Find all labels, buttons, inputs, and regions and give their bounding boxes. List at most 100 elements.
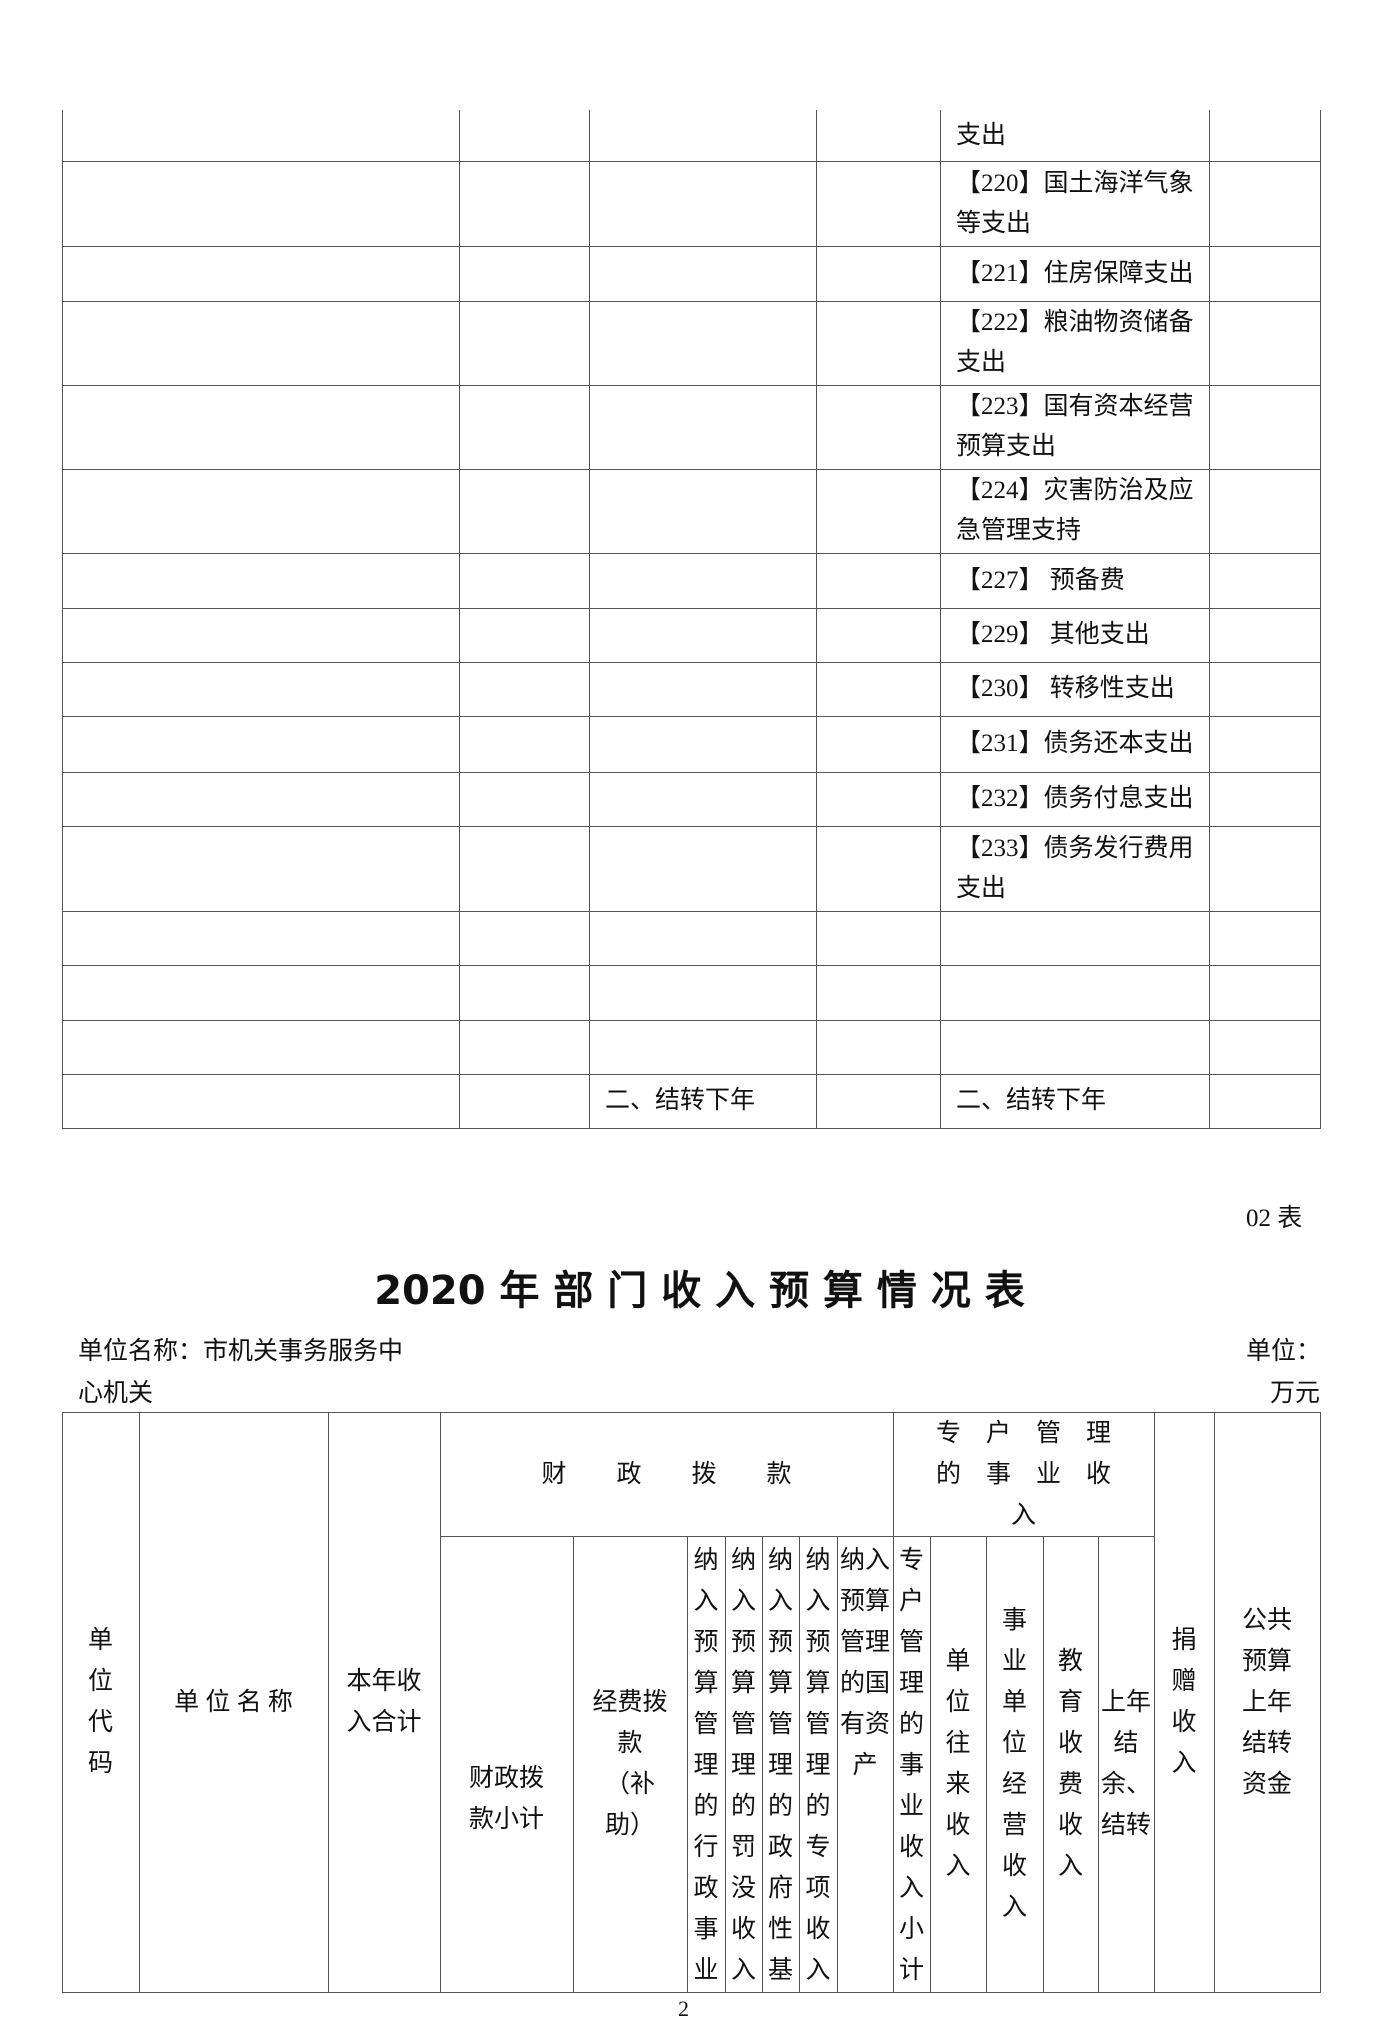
table-gridline (440, 1412, 441, 1992)
expenditure-category-cell: 【233】债务发行费用 支出 (956, 834, 1194, 902)
table-cell (589, 301, 816, 385)
table-gridline (62, 1412, 63, 1992)
header-subcolumn: 纳入预算管理的国有资产 (840, 1547, 891, 1779)
table-gridline (930, 1536, 931, 1992)
expenditure-category-cell: 【230】 转移性支出 (956, 675, 1175, 702)
header-fiscal-appropriation: 财 政 拨 款 (541, 1460, 792, 1488)
table-cell (589, 385, 816, 469)
table-gridline (62, 965, 1321, 966)
header-unit-code: 单 位 代 码 (87, 1627, 113, 1777)
unit-name-label: 单位名称：市机关事务服务中 (78, 1338, 404, 1365)
header-total-income: 本年收 入合计 (346, 1668, 422, 1736)
expenditure-category-cell: 【229】 其他支出 (956, 621, 1150, 648)
table-gridline (62, 110, 63, 1128)
expenditure-category-cell (940, 1020, 1209, 1074)
table-gridline (940, 110, 941, 1128)
table-cell (589, 772, 816, 826)
table-gridline (62, 1128, 1321, 1129)
expenditure-category-cell: 【222】粮油物资储备 支出 (956, 309, 1194, 376)
page-title: 2020 年 部 门 收 入 预 算 情 况 表 (374, 1268, 1025, 1314)
header-subcolumn: 事业单位经营收入 (1001, 1607, 1027, 1921)
table-gridline (62, 161, 1321, 162)
table-gridline (139, 1412, 140, 1992)
header-subcolumn: 纳入预算管理的政府性基 (767, 1547, 793, 1984)
table-gridline (62, 246, 1321, 247)
header-unit-name: 单 位 名 称 (174, 1688, 293, 1716)
header-subcolumn: 单位往来收入 (945, 1648, 971, 1880)
table-cell (589, 246, 816, 301)
expenditure-category-cell: 【232】债务付息支出 (956, 785, 1194, 812)
table-gridline (62, 1020, 1321, 1021)
table-cell (589, 608, 816, 662)
table-gridline (1320, 110, 1321, 1128)
table-cell (589, 553, 816, 608)
header-subcolumn: 纳入预算管理的罚没收入 (730, 1547, 756, 1984)
table-gridline (62, 469, 1321, 470)
table-gridline (799, 1536, 800, 1992)
table-gridline (589, 110, 590, 1128)
header-fiscal-subtotal: 财政拨 款小计 (468, 1765, 544, 1833)
table-gridline (62, 553, 1321, 554)
table-gridline (1209, 110, 1210, 1128)
table-gridline (440, 1536, 1155, 1537)
table-cell (589, 965, 816, 1020)
table-gridline (62, 608, 1321, 609)
table-cell: 二、结转下年 (605, 1087, 756, 1114)
table-gridline (62, 911, 1321, 912)
page-number: 2 (678, 1996, 689, 2021)
header-subcolumn: 纳入预算管理的行政事业 (693, 1547, 719, 1984)
header-subcolumn: 专户管理的事业收入小计 (898, 1547, 924, 1984)
unit-value: 万元 (1270, 1380, 1321, 1407)
table-gridline (62, 385, 1321, 386)
table-cell (589, 469, 816, 553)
table-cell (589, 826, 816, 911)
table-gridline (1214, 1412, 1215, 1992)
table-gridline (62, 662, 1321, 663)
expenditure-category-cell: 【221】住房保障支出 (956, 259, 1194, 287)
header-subcolumn: 上年结余、结转 (1101, 1689, 1152, 1839)
table-cell (589, 161, 816, 246)
table-gridline (62, 826, 1321, 827)
header-special-account-income: 专 户 管 理 的 事 业 收 入 (935, 1419, 1111, 1529)
expenditure-category-cell (940, 965, 1209, 1020)
table-number: 02 表 (1246, 1205, 1303, 1232)
table-cell (589, 110, 816, 161)
header-public-budget-carryover: 公共 预算 上年 结转 资金 (1241, 1606, 1292, 1798)
table-gridline (62, 301, 1321, 302)
expenditure-category-cell: 【231】债务还本支出 (956, 730, 1194, 757)
table-gridline (1043, 1536, 1044, 1992)
table-gridline (837, 1536, 838, 1992)
expenditure-category-cell: 【227】 预备费 (956, 566, 1125, 594)
table-cell (589, 662, 816, 716)
expenditure-category-cell: 【224】灾害防治及应 急管理支持 (956, 477, 1194, 544)
header-subcolumn: 教育收费收入 (1057, 1648, 1083, 1880)
table-gridline (62, 1992, 1321, 1993)
table-cell (589, 1020, 816, 1074)
table-gridline (62, 772, 1321, 773)
table-gridline (1320, 1412, 1321, 1992)
table-cell (589, 716, 816, 772)
table-gridline (687, 1536, 688, 1992)
table-gridline (762, 1536, 763, 1992)
header-subcolumn: 纳入预算管理的专项收入 (805, 1547, 831, 1984)
expenditure-category-cell: 【223】国有资本经营 预算支出 (956, 393, 1194, 460)
header-funding-appropriation: 经费拨 款 （补 助） (592, 1689, 668, 1839)
table-gridline (62, 716, 1321, 717)
table-gridline (986, 1536, 987, 1992)
table-gridline (1154, 1412, 1155, 1992)
table-gridline (1098, 1536, 1099, 1992)
expenditure-category-cell: 【220】国土海洋气象 等支出 (956, 169, 1194, 237)
expenditure-category-cell: 二、结转下年 (956, 1087, 1107, 1114)
table-gridline (328, 1412, 329, 1992)
table-gridline (62, 1074, 1321, 1075)
expenditure-category-cell: 支出 (956, 121, 1007, 149)
header-donation-income: 捐赠收入 (1171, 1627, 1197, 1777)
table-gridline (816, 110, 817, 1128)
table-gridline (893, 1412, 894, 1992)
unit-name-continuation: 心机关 (78, 1380, 154, 1407)
unit-label: 单位： (1246, 1338, 1322, 1365)
table-gridline (62, 1412, 1321, 1413)
table-gridline (459, 110, 460, 1128)
table-cell (589, 911, 816, 965)
